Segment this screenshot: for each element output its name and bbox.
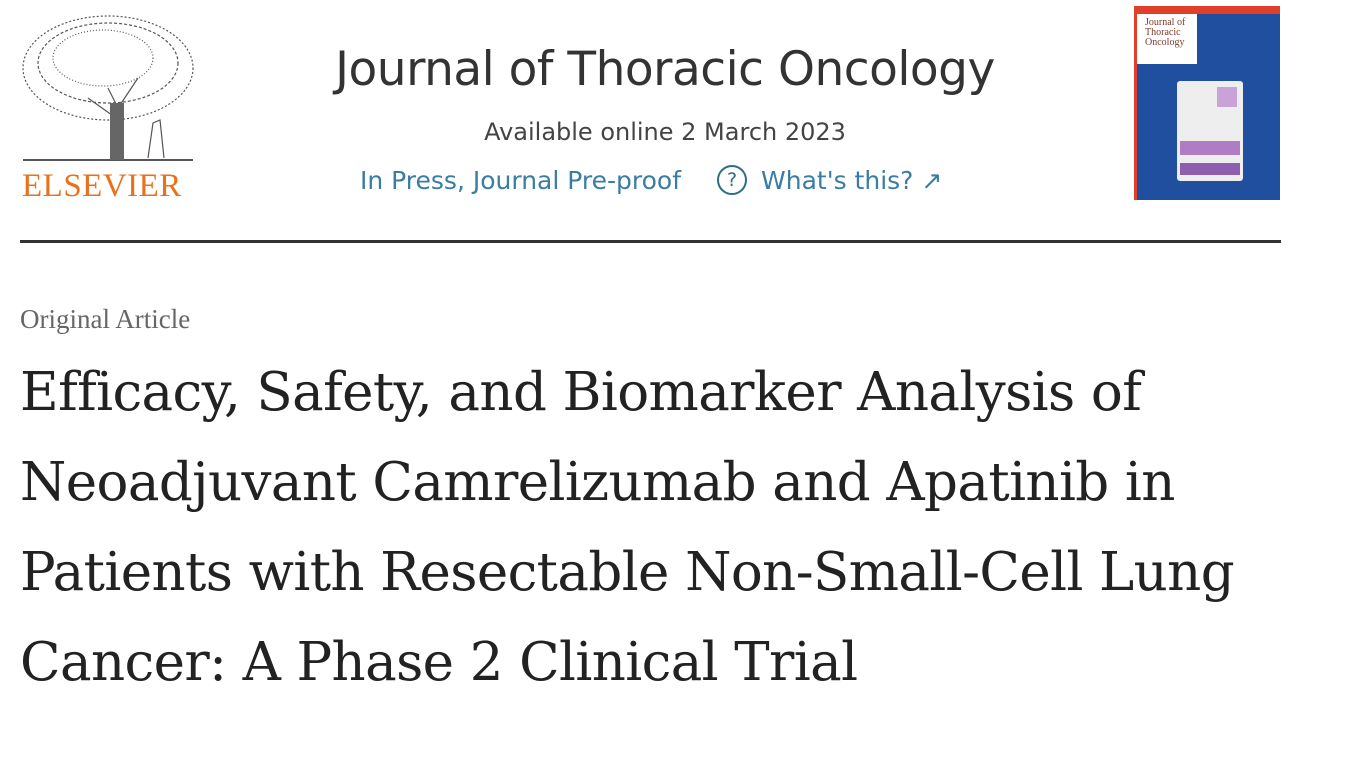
elsevier-tree-logo [18, 8, 198, 208]
cover-image [1177, 81, 1243, 181]
press-status: In Press, Journal Pre-proof [360, 165, 682, 195]
article-title: Efficacy, Safety, and Biomarker Analysis… [20, 362, 1235, 693]
header-divider [20, 240, 1281, 243]
question-circle-icon[interactable]: ? [717, 165, 748, 195]
elsevier-wordmark[interactable]: ELSEVIER [22, 168, 182, 204]
journal-cover-thumbnail[interactable]: Journal of Thoracic Oncology [1134, 6, 1280, 200]
journal-title[interactable]: Journal of Thoracic Oncology [335, 42, 995, 97]
article-type: Original Article [20, 304, 191, 334]
press-status-row: In Press, Journal Pre-proof ? What's thi… [360, 165, 942, 195]
cover-title: Journal of Thoracic Oncology [1137, 14, 1197, 64]
available-online-date: Available online 2 March 2023 [484, 118, 846, 146]
whats-this-link[interactable]: What's this? ↗ [761, 165, 943, 195]
